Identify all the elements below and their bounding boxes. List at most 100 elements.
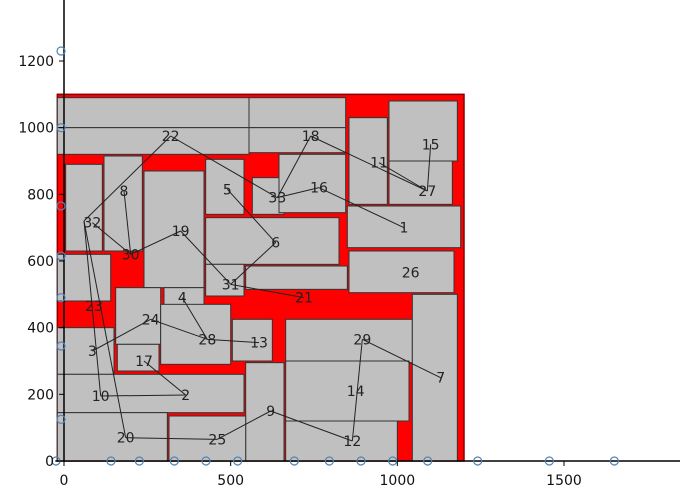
packed-rectangle [56,412,168,462]
link-line [230,283,305,299]
y-tick-label: 1200 [18,54,54,70]
packed-rectangle [285,318,413,364]
rectangle-label: 4 [178,291,187,307]
rectangle-label: 33 [268,191,286,207]
link-line [123,190,132,255]
link-line [277,187,320,199]
packed-rectangle [56,373,245,414]
x-tick-label: 500 [217,473,244,489]
packed-rectangle [248,97,347,129]
rectangle-label: 15 [422,137,440,153]
x-tick-label: 1000 [380,473,416,489]
x-axis-marker [324,456,334,466]
link-line [351,339,363,442]
packed-rectangle [143,170,205,289]
y-tick-label: 1000 [18,121,54,137]
x-axis-marker [473,456,483,466]
y-axis-marker [56,201,66,211]
rectangle-label: 23 [85,299,103,315]
packed-rectangle [115,287,162,345]
packed-rectangle [411,293,458,462]
y-axis-marker [56,123,66,133]
rectangle-label: 24 [142,312,160,328]
link-line [318,187,405,229]
rectangle-label: 31 [222,277,240,293]
packed-rectangle [245,265,348,290]
rectangle-label: 32 [83,216,101,232]
packed-rectangle [285,420,398,462]
link-line [310,135,428,192]
rectangle-layer [56,97,462,462]
x-axis-marker [201,456,211,466]
y-tick-label: 400 [27,321,54,337]
rectangle-label: 17 [135,354,153,370]
y-axis-marker [56,293,66,303]
packed-rectangle [205,263,245,297]
link-line [378,162,428,192]
rectangle-label: 21 [295,291,313,307]
rectangle-label: 18 [302,129,320,145]
y-axis-marker [56,46,66,56]
rectangle-label: 19 [172,224,190,240]
rectangle-label: 5 [223,182,232,198]
rectangle-label: 11 [370,156,388,172]
packed-rectangle [56,253,112,302]
link-line [125,437,218,440]
packed-rectangle [245,362,285,462]
rectangle-label: 20 [117,431,135,447]
x-axis-marker [388,456,398,466]
link-line [130,230,181,255]
y-axis-marker [56,414,66,424]
packed-rectangle [388,100,458,162]
x-axis-marker [356,456,366,466]
packed-rectangle [103,155,143,252]
packed-rectangle [56,327,115,375]
x-axis-marker [169,456,179,466]
link-line [207,338,260,344]
x-axis-marker [544,456,554,466]
rectangle-label: 22 [162,129,180,145]
packed-rectangle [205,158,245,215]
x-tick-label: 0 [60,473,69,489]
packed-rectangle [348,250,455,294]
packed-rectangle [205,217,340,265]
packed-rectangle [116,343,160,372]
rectangle-label: 2 [181,388,190,404]
link-layer [83,135,441,442]
packed-rectangle [160,303,232,365]
link-line [92,318,151,352]
tick-layer: 0 500 1000 1500 0 200 400 600 800 1000 1200 [18,54,581,489]
rectangle-label: 6 [271,236,280,252]
link-line [92,222,131,255]
x-axis-marker [134,456,144,466]
rectangle-label: 8 [120,184,129,200]
x-axis-marker [609,456,619,466]
link-line [181,297,208,340]
link-line [230,242,277,285]
rectangle-label: 28 [198,332,216,348]
link-line [83,220,127,438]
plot-area: 1234567891011121314151617181920212223242… [56,93,465,462]
rectangle-label: 14 [347,384,365,400]
rectangle-label: 26 [402,266,420,282]
rectangle-label: 16 [310,181,328,197]
rectangle-label: 30 [122,247,140,263]
packed-rectangle [348,117,388,205]
packed-rectangle [56,127,250,155]
y-tick-label: 200 [27,387,54,403]
packed-rectangle [231,318,273,362]
x-axis-marker [106,456,116,466]
x-axis-marker [289,456,299,466]
packed-rectangle [285,360,410,422]
link-line [217,410,271,440]
label-layer: 1234567891011121314151617181920212223242… [83,129,445,450]
link-line [180,230,232,285]
link-line [226,188,277,244]
link-line [426,144,432,192]
link-line [83,135,172,222]
rectangle-label: 12 [343,434,361,450]
link-line [270,410,353,442]
y-tick-label: 800 [27,187,54,203]
rectangle-label: 1 [400,221,409,237]
